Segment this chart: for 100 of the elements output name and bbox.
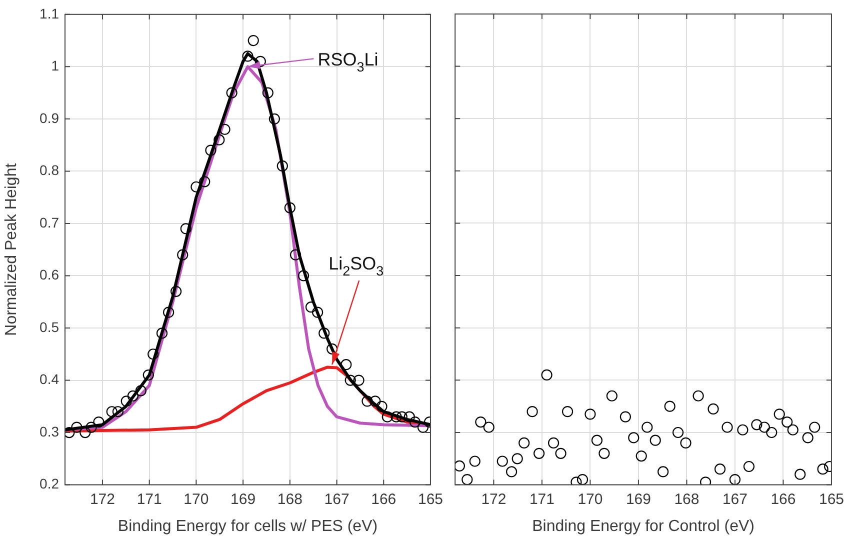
point [417, 422, 429, 433]
x-tick-label: 169 [230, 490, 256, 508]
point [219, 124, 230, 135]
point [370, 396, 381, 407]
point [620, 411, 631, 422]
x-tick-label: 172 [481, 490, 506, 508]
point [254, 56, 266, 67]
point [409, 416, 421, 428]
point [199, 176, 210, 188]
point [714, 464, 726, 475]
point [284, 202, 296, 214]
y-tick-label: 0.4 [40, 371, 60, 388]
point [512, 453, 523, 464]
point [692, 390, 704, 402]
x-tick-label: 169 [626, 490, 651, 508]
point [177, 249, 188, 260]
point [548, 437, 560, 448]
point [376, 400, 388, 412]
point [562, 406, 574, 418]
point [353, 374, 364, 386]
point [362, 396, 373, 407]
point [242, 50, 254, 62]
point [462, 474, 473, 485]
point [142, 369, 154, 381]
point [148, 348, 159, 360]
point [506, 466, 518, 478]
point [650, 434, 661, 446]
point [469, 456, 480, 467]
x-tick-label: 165 [418, 490, 443, 508]
point [80, 426, 91, 438]
point [664, 400, 676, 412]
y-tick-label: 0.2 [40, 476, 60, 492]
y-axis-title: Normalized Peak Height [3, 162, 20, 336]
y-tick-label: 0.8 [40, 162, 60, 178]
point [180, 223, 192, 234]
point [541, 369, 552, 380]
point [120, 396, 132, 407]
point [708, 403, 719, 414]
point [170, 286, 182, 297]
y-tick-label: 0.3 [40, 423, 60, 440]
point [766, 426, 778, 438]
point [290, 249, 302, 260]
point [190, 181, 202, 192]
point [751, 419, 762, 430]
point [782, 416, 793, 428]
point [298, 270, 310, 282]
x-tick-label: 166 [770, 490, 796, 508]
point [305, 302, 317, 313]
point [205, 144, 216, 156]
point [496, 456, 508, 467]
point [483, 422, 494, 433]
point [214, 134, 225, 146]
point [526, 406, 538, 418]
point [606, 390, 618, 402]
point [318, 328, 330, 339]
x-tick-label: 165 [818, 490, 844, 508]
point [672, 426, 684, 438]
point [112, 406, 124, 418]
point [276, 160, 288, 172]
point [787, 424, 798, 436]
x-tick-label: 167 [324, 490, 350, 508]
x-tick-label: 171 [529, 490, 554, 508]
point [802, 432, 814, 444]
point [93, 416, 104, 428]
point [774, 408, 785, 420]
y-tick-label: 0.5 [40, 318, 60, 335]
point [326, 343, 338, 354]
point [642, 422, 653, 433]
point [163, 306, 174, 318]
y-tick-label: 0.9 [40, 110, 60, 126]
point [584, 408, 596, 420]
point [534, 448, 545, 459]
point [658, 466, 669, 478]
point [737, 424, 748, 436]
y-tick-label: 1 [51, 58, 60, 74]
point [628, 432, 640, 444]
point [636, 450, 647, 462]
point [518, 437, 530, 448]
x-tick-label: 166 [371, 490, 396, 508]
point [127, 390, 138, 402]
x-tick-label: 171 [136, 490, 162, 508]
point [382, 411, 393, 422]
x-tick-label: 170 [184, 490, 209, 508]
y-tick-label: 0.6 [40, 266, 60, 283]
point [390, 411, 402, 422]
point [226, 87, 238, 98]
point [729, 474, 741, 485]
y-tick-label: 1.1 [40, 5, 60, 22]
point [743, 460, 755, 472]
point [722, 422, 733, 433]
point [758, 422, 770, 433]
point [404, 411, 415, 422]
x-tick-label: 170 [578, 490, 603, 508]
point [817, 464, 828, 475]
x-tick-label: 172 [90, 490, 115, 508]
point [268, 113, 280, 124]
point [396, 411, 408, 422]
point [344, 374, 356, 386]
point [680, 437, 692, 448]
point [598, 448, 610, 459]
